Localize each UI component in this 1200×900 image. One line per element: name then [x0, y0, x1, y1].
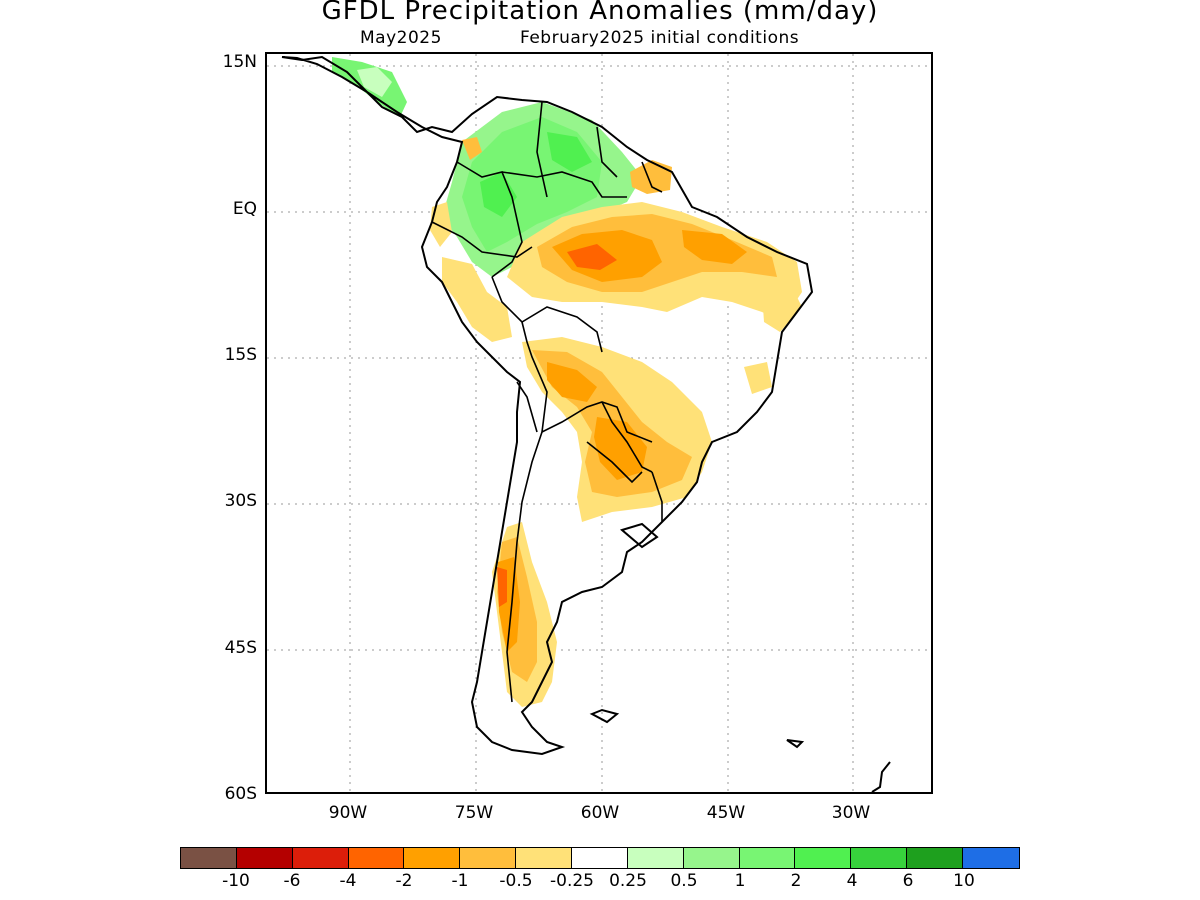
color-scale-label: -10: [222, 871, 250, 891]
color-scale-label: 0.25: [609, 871, 647, 891]
color-scale-label: -2: [395, 871, 413, 891]
color-scale-label: -1: [451, 871, 469, 891]
color-scale-label: 0.5: [670, 871, 698, 891]
color-scale-label: 1: [734, 871, 746, 891]
color-scale-label: 2: [790, 871, 802, 891]
color-swatch: [627, 848, 684, 868]
color-scale-bar: [180, 847, 1020, 869]
lat-label-30s: 30S: [224, 491, 257, 511]
color-swatch: [963, 848, 1019, 868]
lon-label-60w: 60W: [580, 803, 620, 823]
lat-label-15s: 15S: [224, 345, 257, 365]
color-swatch: [683, 848, 740, 868]
lat-label-15n: 15N: [222, 52, 257, 72]
color-scale-label: 6: [902, 871, 914, 891]
map-title: GFDL Precipitation Anomalies (mm/day): [321, 0, 879, 26]
color-swatch: [572, 848, 628, 868]
color-swatch: [460, 848, 517, 868]
lat-label-45s: 45S: [224, 638, 257, 658]
color-swatch: [292, 848, 349, 868]
lat-label-60s: 60S: [224, 784, 257, 804]
initial-conditions: February2025 initial conditions: [520, 28, 800, 48]
lon-label-45w: 45W: [706, 803, 746, 823]
color-swatch: [236, 848, 293, 868]
color-swatch: [851, 848, 908, 868]
country-borders: [431, 101, 663, 703]
color-swatch: [404, 848, 461, 868]
color-scale-label: -0.25: [550, 871, 594, 891]
color-swatch: [348, 848, 405, 868]
color-scale-label: -0.5: [499, 871, 533, 891]
lon-label-75w: 75W: [454, 803, 494, 823]
color-swatch: [907, 848, 964, 868]
map-panel: [265, 52, 933, 794]
color-swatch: [516, 848, 573, 868]
color-scale-label: -4: [339, 871, 357, 891]
color-scale-label: 4: [846, 871, 858, 891]
dry-anomaly-shading: [430, 137, 802, 707]
coastlines: [281, 55, 891, 792]
color-swatch: [739, 848, 796, 868]
color-swatch: [795, 848, 852, 868]
precipitation-map: [267, 54, 931, 792]
forecast-month: May2025: [360, 28, 442, 48]
lon-label-90w: 90W: [328, 803, 368, 823]
color-scale-label: 10: [953, 871, 975, 891]
color-swatch: [181, 848, 237, 868]
lat-label-eq: EQ: [232, 199, 257, 219]
wet-anomaly-shading: [332, 57, 642, 277]
lon-label-30w: 30W: [831, 803, 871, 823]
color-scale-label: -6: [283, 871, 301, 891]
